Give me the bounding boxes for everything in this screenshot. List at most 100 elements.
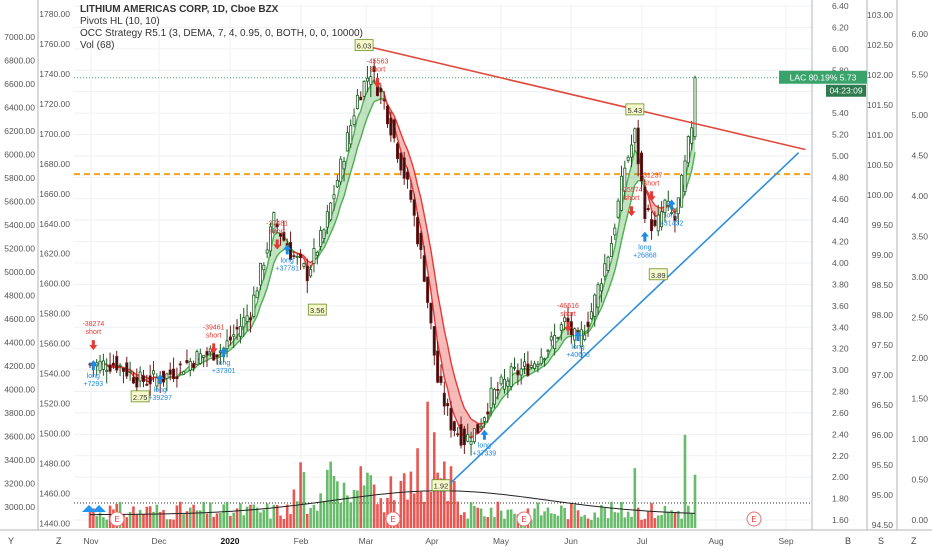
volume-bar [326,470,329,528]
volume-bar [563,508,566,528]
price-axis-label: 4.40 [832,215,849,225]
candle-body [684,161,686,192]
signal-label: +37301 [212,368,236,375]
candle-body [299,254,301,258]
volume-bar [496,502,499,528]
candle-body [239,326,241,336]
candle-body [233,335,235,337]
bottom-s-button: S [878,536,884,546]
candle-body [687,137,689,163]
symbol-title[interactable]: LITHIUM AMERICAS CORP, 1D, Cboe BZX [80,4,363,16]
candle-body [226,341,228,349]
candle-body [172,369,174,379]
indicator-volume[interactable]: Vol (68) [80,40,363,52]
volume-bar [179,502,182,528]
volume-bar [102,517,105,528]
volume-bar [242,515,245,528]
candle-body [243,318,245,327]
candle-body [497,389,499,390]
signal-label: +39297 [148,395,172,402]
volume-bar [453,481,456,528]
right-axis-label: 100.00 [867,190,893,200]
volume-bar [687,506,690,528]
candle-body [557,337,559,338]
volume-bar [356,490,359,528]
candle-body [323,230,325,239]
bottom-z-button: Z [56,536,62,546]
volume-bar [580,517,583,528]
signal-label: -46616 [557,303,579,310]
volume-bar [232,513,235,528]
far-left-axis-label: 6400.00 [4,103,35,113]
earnings-e-letter: E [521,515,526,524]
volume-bar [640,520,643,528]
candle-body [503,379,505,389]
volume-bar [249,505,252,528]
candle-body [437,351,439,382]
left-axis-label: 1720.00 [39,99,70,109]
candle-body [119,365,121,366]
far-right-axis-label: 1.50 [911,394,928,404]
volume-bar [259,512,262,528]
far-right-axis-label: 3.50 [911,232,928,242]
volume-bar [276,505,279,528]
price-axis-label: 3.00 [832,365,849,375]
candle-body [296,256,298,257]
earnings-e-letter: E [390,515,395,524]
candle-body [477,424,479,433]
volume-bar [105,520,108,528]
left-axis-label: 1700.00 [39,129,70,139]
candle-body [523,362,525,367]
volume-bar [634,468,637,528]
indicator-strategy[interactable]: OCC Strategy R5.1 (3, DEMA, 7, 4, 0.95, … [80,28,363,40]
candle-body [199,354,201,364]
signal-label: -25574 [621,187,643,194]
volume-bar [239,503,242,528]
far-left-axis-label: 3200.00 [4,479,35,489]
signal-label: long [638,245,651,252]
volume-bar [537,503,540,528]
candle-body [617,201,619,217]
volume-bar [380,498,383,528]
volume-bar [135,515,138,528]
left-axis-label: 1480.00 [39,459,70,469]
candle-body [390,118,392,135]
volume-bar [209,502,212,528]
candle-body [266,250,268,253]
volume-bar [490,508,493,528]
candle-body [112,363,114,365]
volume-bar [289,514,292,528]
far-left-axis-label: 5000.00 [4,267,35,277]
signal-label: long [217,360,230,367]
volume-bar [684,435,687,528]
candle-body [463,429,465,445]
volume-bar [644,519,647,528]
candle-body [126,363,128,376]
volume-bar [256,508,259,528]
price-axis-label: 3.40 [832,322,849,332]
pivot-label: 2.75 [133,393,148,402]
candle-body [99,361,101,371]
candle-body [650,220,652,231]
right-axis-label: 95.00 [872,490,894,500]
volume-bar [146,507,149,528]
volume-bar [450,466,453,528]
volume-bar [583,515,586,528]
candle-body [537,364,539,366]
signal-label: -31237 [641,172,663,179]
time-axis-label: Aug [708,536,723,546]
far-left-axis-label: 7000.00 [4,32,35,42]
signal-label: long [281,257,294,264]
candle-body [634,129,636,143]
right-axis-label: 102.50 [867,40,893,50]
candle-body [136,377,138,387]
volume-bar [132,506,135,528]
candle-body [681,175,683,207]
candle-body [393,120,395,138]
volume-bar [690,514,693,528]
volume-bar [473,506,476,528]
volume-bar [607,518,610,528]
candle-body [330,203,332,220]
indicator-pivots[interactable]: Pivots HL (10, 10) [80,16,363,28]
